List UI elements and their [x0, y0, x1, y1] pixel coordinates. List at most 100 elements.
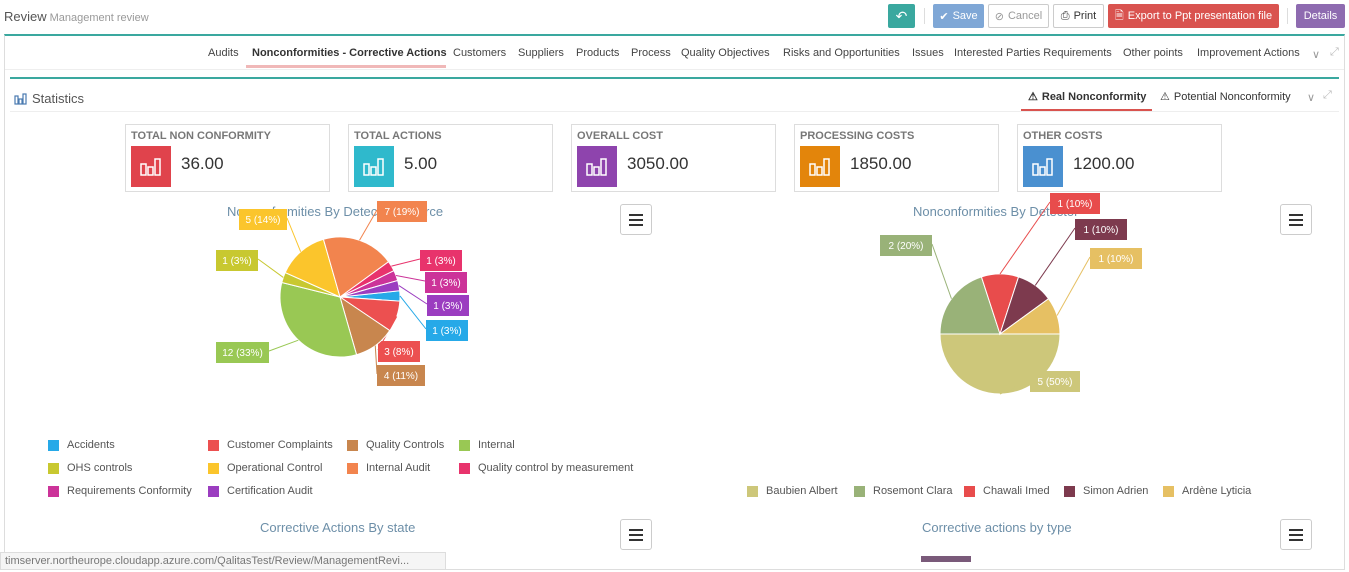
bar-chart-icon: [577, 146, 617, 187]
chevron-down-icon[interactable]: ∨: [1307, 92, 1316, 104]
tab-issues[interactable]: Issues: [912, 47, 944, 59]
pie-slice[interactable]: [998, 298, 1061, 335]
legend-swatch: [208, 462, 219, 474]
pie-slice[interactable]: [284, 238, 341, 298]
chart-menu-button[interactable]: [620, 519, 652, 550]
expand-icon[interactable]: ⤢: [1330, 46, 1339, 58]
data-label-box: [1090, 248, 1142, 269]
legend-item[interactable]: Requirements Conformity: [48, 485, 192, 497]
tab-quality-objectives[interactable]: Quality Objectives: [681, 47, 770, 59]
data-label-box: [426, 320, 468, 341]
legend-swatch: [1064, 485, 1075, 497]
tab-products[interactable]: Products: [576, 47, 620, 59]
section-tabs: Audits Nonconformities - Corrective Acti…: [5, 36, 1344, 70]
bar-chart-icon: [1023, 146, 1063, 187]
back-arrow-icon: ↶: [895, 7, 908, 24]
legend-item[interactable]: Internal Audit: [347, 462, 430, 474]
legend-swatch: [964, 485, 975, 497]
pie-connector: [268, 339, 299, 352]
kpi-other-costs: OTHER COSTS 1200.00: [1017, 124, 1222, 192]
legend-item[interactable]: Accidents: [48, 439, 115, 451]
review-panel: Audits Nonconformities - Corrective Acti…: [4, 34, 1345, 570]
pie-connector: [286, 217, 302, 252]
legend-label: Quality control by measurement: [478, 462, 634, 474]
legend-item[interactable]: Quality control by measurement: [459, 462, 633, 474]
data-label-box: [239, 209, 287, 230]
chart-menu-button[interactable]: [1280, 519, 1312, 550]
pie-connector: [395, 275, 426, 282]
kpi-overall-cost: OVERALL COST 3050.00: [571, 124, 776, 192]
tab-audits[interactable]: Audits: [208, 47, 239, 59]
pie-connector: [1034, 227, 1076, 286]
separator: [924, 8, 925, 24]
tab-improvement-actions[interactable]: Improvement Actions: [1197, 47, 1300, 59]
kpi-label: OVERALL COST: [577, 130, 663, 142]
data-label-box: [1075, 219, 1127, 240]
expand-icon[interactable]: ⤢: [1323, 89, 1332, 101]
legend-swatch: [1163, 485, 1174, 497]
pie-connector: [1056, 256, 1091, 316]
export-ppt-button[interactable]: 🗎 Export to Ppt presentation file: [1108, 4, 1279, 28]
legend-item[interactable]: Ardène Lyticia: [1163, 485, 1251, 497]
tab-other-points[interactable]: Other points: [1123, 47, 1183, 59]
legend-label: OHS controls: [67, 462, 133, 474]
tab-risks-opportunities[interactable]: Risks and Opportunities: [783, 47, 900, 59]
legend-item[interactable]: Baubien Albert: [747, 485, 838, 497]
legend-item[interactable]: OHS controls: [48, 462, 132, 474]
chevron-down-icon[interactable]: ∨: [1312, 49, 1321, 61]
legend-item[interactable]: Internal: [459, 439, 515, 451]
pie-chart-detection-source: 1 (3%) 3 (8%) 4 (11%) 12 (33%) 1 (3%) 5 (14%)…: [216, 201, 469, 386]
legend-item[interactable]: Quality Controls: [347, 439, 444, 451]
legend-label: Internal Audit: [366, 462, 431, 474]
file-icon: 🗎: [1114, 9, 1124, 22]
data-label-box: [427, 295, 469, 316]
data-label-box: [216, 250, 258, 271]
kpi-total-nonconformity: TOTAL NON CONFORMITY 36.00: [125, 124, 330, 192]
data-label: 1 (10%): [1057, 199, 1092, 210]
legend-item[interactable]: Customer Complaints: [208, 439, 333, 451]
pie-connector: [257, 258, 284, 278]
cancel-button[interactable]: ⊘ Cancel: [988, 4, 1049, 28]
chart-menu-button[interactable]: [620, 204, 652, 235]
back-button[interactable]: ↶: [888, 4, 915, 28]
pie-slice[interactable]: [939, 276, 1001, 335]
tab-nonconformities[interactable]: Nonconformities - Corrective Actions: [252, 47, 447, 59]
legend-label: Operational Control: [227, 462, 323, 474]
tab-customers[interactable]: Customers: [453, 47, 507, 59]
data-label-box: [377, 365, 425, 386]
legend-swatch: [48, 439, 59, 451]
print-button[interactable]: ⎙ Print: [1053, 4, 1104, 28]
pie-connector: [999, 379, 1031, 395]
legend-item[interactable]: Simon Adrien: [1064, 485, 1148, 497]
data-label: 5 (14%): [245, 215, 280, 226]
legend-item[interactable]: Rosemont Clara: [854, 485, 952, 497]
legend-swatch: [48, 485, 59, 497]
pie-slice[interactable]: [339, 279, 401, 298]
save-button[interactable]: ✔ Save: [933, 4, 984, 28]
data-label-box: [880, 235, 932, 256]
legend-item[interactable]: Certification Audit: [208, 485, 313, 497]
legend-swatch: [208, 485, 219, 497]
kpi-value: 1850.00: [850, 154, 912, 173]
data-label-box: [216, 342, 269, 363]
details-button[interactable]: Details: [1296, 4, 1345, 28]
legend-swatch: [459, 462, 470, 474]
legend-label: Internal: [478, 439, 515, 451]
kpi-total-actions: TOTAL ACTIONS 5.00: [348, 124, 553, 192]
chart-menu-button[interactable]: [1280, 204, 1312, 235]
kpi-value: 36.00: [181, 154, 224, 173]
tab-interested-parties[interactable]: Interested Parties Requirements: [954, 47, 1112, 59]
data-label: 1 (3%): [431, 278, 460, 289]
tab-process[interactable]: Process: [631, 47, 671, 59]
legend-label: Ardène Lyticia: [1182, 485, 1252, 497]
tab-real-nonconformity[interactable]: ⚠ Real Nonconformity: [1028, 90, 1147, 104]
kpi-label: TOTAL ACTIONS: [354, 130, 442, 142]
tab-suppliers[interactable]: Suppliers: [518, 47, 564, 59]
kpi-processing-costs: PROCESSING COSTS 1850.00: [794, 124, 999, 192]
legend-label: Simon Adrien: [1083, 485, 1149, 497]
tab-potential-nonconformity[interactable]: ⚠ Potential Nonconformity: [1160, 90, 1291, 104]
legend-item[interactable]: Operational Control: [208, 462, 322, 474]
legend-item[interactable]: Chawali Imed: [964, 485, 1050, 497]
active-tab-indicator: [246, 65, 446, 68]
bar-chart-icon: [354, 146, 394, 187]
